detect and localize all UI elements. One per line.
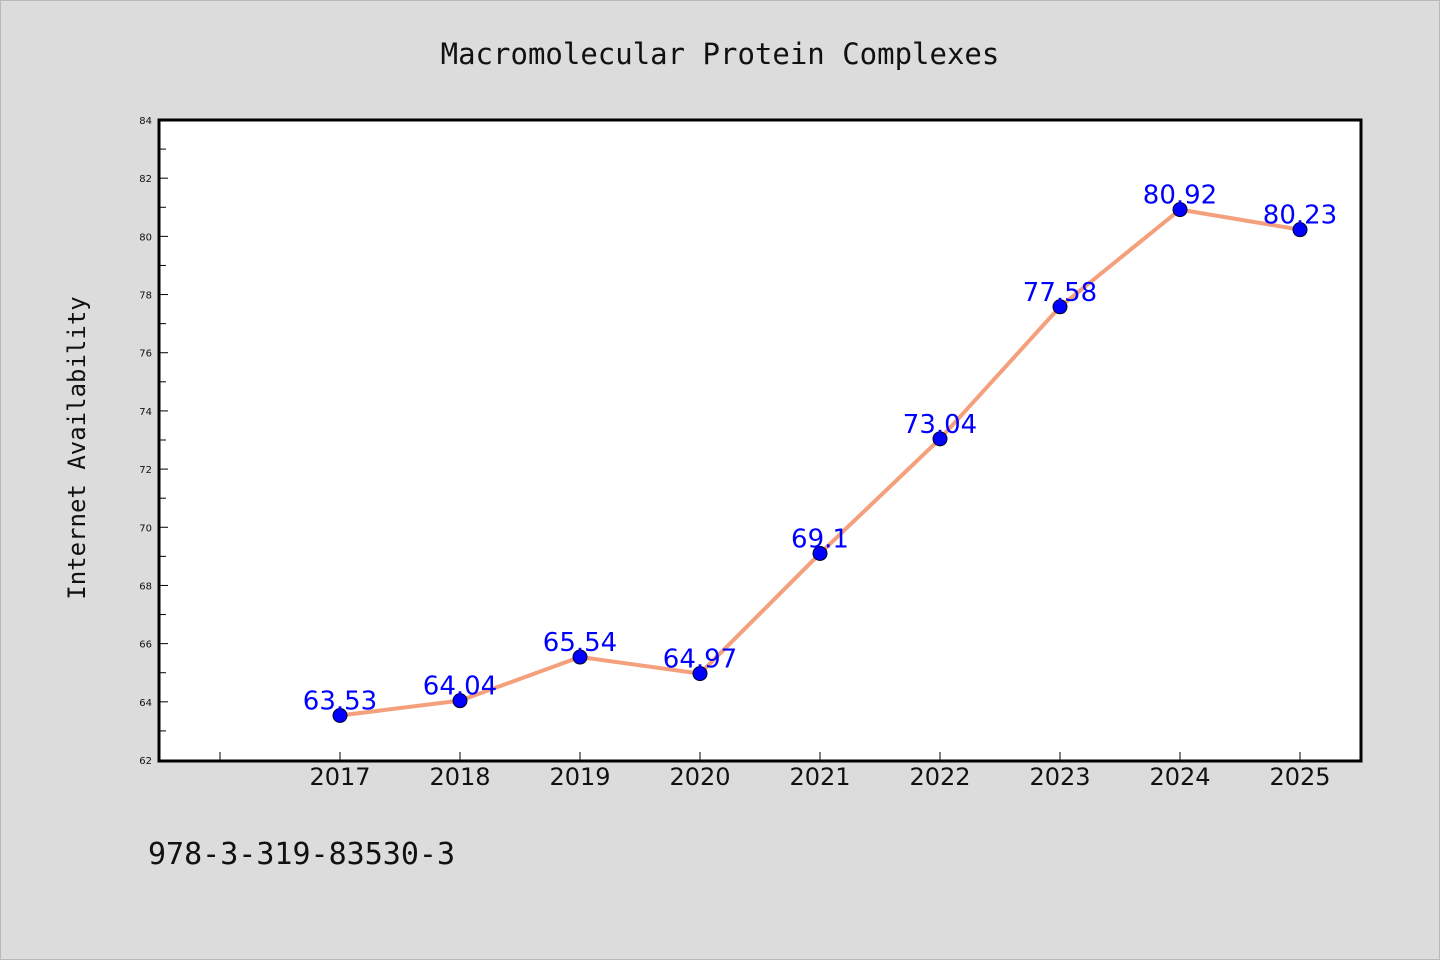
x-tick-label: 2022	[909, 763, 970, 791]
data-point-label: 65.54	[543, 628, 617, 658]
data-point-marker	[572, 649, 588, 665]
data-point-marker	[1172, 202, 1188, 218]
y-tick-label: 64	[139, 698, 152, 709]
series-markers-group	[332, 202, 1308, 723]
data-point-marker	[452, 693, 468, 709]
data-point-marker	[812, 545, 828, 561]
y-tick-label: 82	[139, 174, 152, 185]
data-labels-group: 63.53 64.04 65.54 64.97 69.1 73.04 77.58 80.92 8…	[303, 181, 1337, 717]
x-tick-label: 2018	[429, 763, 490, 791]
x-tick-label: 2024	[1149, 763, 1210, 791]
data-point-label: 80.23	[1263, 201, 1337, 231]
data-point-label: 69.1	[791, 524, 849, 554]
y-tick-label: 70	[139, 523, 152, 534]
x-tick-label: 2023	[1029, 763, 1090, 791]
data-point-marker	[932, 431, 948, 447]
data-point-label: 73.04	[903, 410, 977, 440]
y-tick-label: 76	[139, 349, 152, 360]
x-tick-label: 2017	[309, 763, 370, 791]
y-tick-label: 80	[139, 232, 152, 243]
x-tick-label: 2020	[669, 763, 730, 791]
x-axis-ticks: 2017 2018 2019 2020 2021 2022 2023 2024 2025	[219, 752, 1331, 791]
x-tick-label: 2021	[789, 763, 850, 791]
data-point-label: 64.97	[663, 645, 737, 675]
y-tick-label: 74	[139, 407, 152, 418]
data-point-marker	[692, 666, 708, 682]
y-axis-label: Internet Availability	[63, 296, 91, 599]
data-point-label: 64.04	[423, 672, 497, 702]
data-point-label: 63.53	[303, 686, 377, 716]
footer-isbn-text: 978-3-319-83530-3	[148, 837, 455, 872]
data-point-label: 77.58	[1023, 278, 1097, 308]
chart-title: Macromolecular Protein Complexes	[441, 37, 1000, 71]
y-tick-label: 78	[139, 291, 152, 302]
y-tick-label: 84	[139, 116, 152, 127]
y-tick-label: 62	[139, 756, 152, 767]
data-point-marker	[1052, 299, 1068, 315]
y-tick-label: 66	[139, 640, 152, 651]
data-point-label: 80.92	[1143, 181, 1217, 211]
y-axis-ticks: 62 64 66 68 70 72 74 76 78 80 82 84	[139, 116, 168, 767]
data-point-marker	[332, 707, 348, 723]
y-tick-label: 68	[139, 581, 152, 592]
x-tick-label: 2025	[1269, 763, 1330, 791]
y-tick-label: 72	[139, 465, 152, 476]
data-point-marker	[1292, 222, 1308, 238]
x-tick-label: 2019	[549, 763, 610, 791]
